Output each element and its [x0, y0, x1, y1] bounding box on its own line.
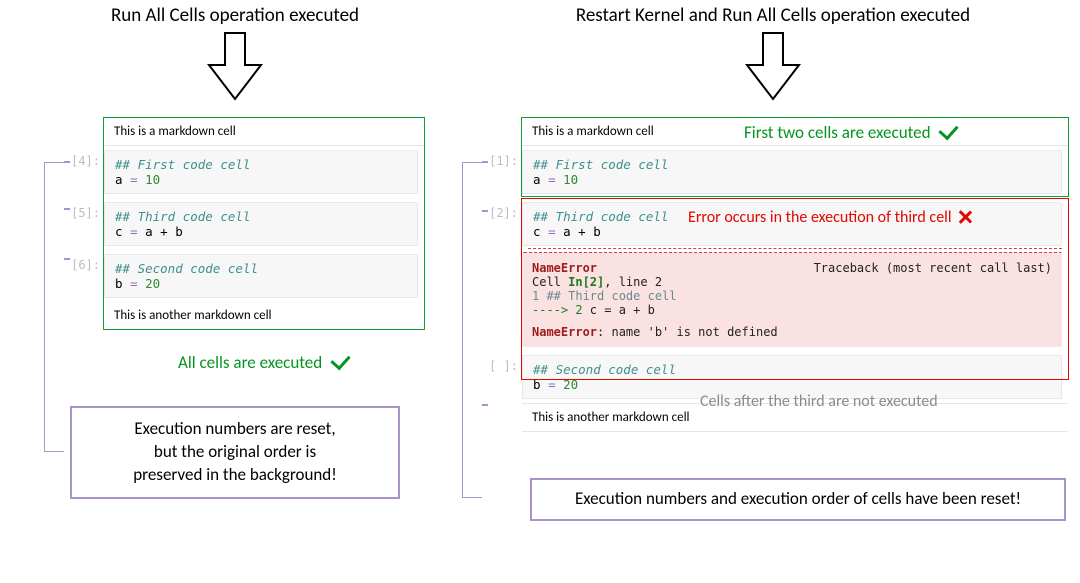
exec-prompt: [1]: [488, 146, 522, 198]
markdown-cell: This is another markdown cell [104, 302, 424, 329]
cross-icon [958, 210, 972, 224]
left-success-annot: All cells are executed [178, 352, 349, 373]
code-block: ## First code cell a = 10 [522, 150, 1062, 194]
connector-h [482, 404, 488, 406]
left-notebook: This is a markdown cell [4]: ## First co… [104, 118, 424, 329]
exec-prompt: [5]: [70, 198, 104, 250]
connector-h [482, 210, 488, 212]
code-cell: [1]: ## First code cell a = 10 [522, 146, 1068, 198]
exec-prompt: [6]: [70, 250, 104, 302]
right-heading: Restart Kernel and Run All Cells operati… [478, 4, 1068, 27]
right-error-annot: Error occurs in the execution of third c… [688, 208, 972, 227]
code-cell: [6]: ## Second code cell b = 20 [104, 250, 424, 302]
error-name: NameError [532, 261, 597, 275]
exec-prompt: [4]: [70, 146, 104, 198]
right-after-annot: Cells after the third are not executed [700, 392, 938, 411]
code-block: ## Second code cell b = 20 [104, 254, 418, 298]
right-callout: Execution numbers and execution order of… [530, 478, 1066, 521]
connector-h [64, 258, 70, 260]
code-cell: [4]: ## First code cell a = 10 [104, 146, 424, 198]
exec-prompt: [ ]: [488, 351, 522, 403]
code-cell: [5]: ## Third code cell c = a + b [104, 198, 424, 250]
code-block: ## First code cell a = 10 [104, 150, 418, 194]
code-block: ## Third code cell c = a + b [104, 202, 418, 246]
right-notebook: This is a markdown cell [1]: ## First co… [522, 118, 1068, 432]
arrow-down-icon [743, 31, 803, 103]
arrow-down-icon [205, 31, 265, 103]
left-heading: Run All Cells operation executed [20, 4, 450, 27]
exec-prompt: [2]: [488, 198, 522, 250]
left-bracket [44, 162, 64, 452]
connector-h [64, 208, 70, 210]
right-bracket [462, 162, 482, 498]
traceback-label: Traceback (most recent call last) [814, 261, 1052, 275]
right-first-two-annot: First two cells are executed [742, 122, 959, 143]
connector-h [482, 161, 488, 163]
error-output: NameError Traceback (most recent call la… [522, 252, 1062, 347]
markdown-cell: This is a markdown cell [104, 118, 424, 146]
connector-h [64, 161, 70, 163]
left-callout: Execution numbers are reset, but the ori… [70, 406, 400, 499]
